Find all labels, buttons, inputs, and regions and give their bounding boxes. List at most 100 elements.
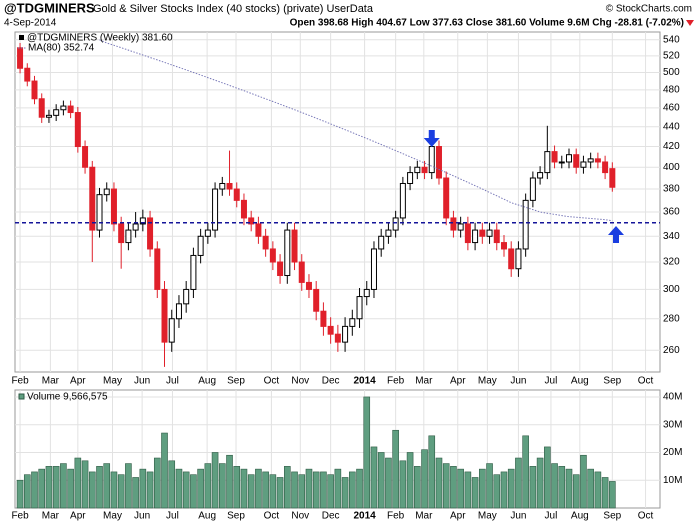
candle-body: [175, 303, 182, 320]
volume-bar: [601, 477, 609, 509]
x-tick-label: Mar: [415, 511, 433, 522]
y-tick-label: 320: [663, 257, 680, 268]
volume-bar: [52, 466, 60, 509]
volume-bar: [284, 466, 291, 509]
candle-body: [291, 229, 298, 263]
volume-bar: [609, 481, 616, 509]
x-tick-label: Nov: [291, 376, 309, 387]
candle-body: [277, 261, 284, 277]
candle-body: [74, 112, 81, 148]
candle-body: [435, 146, 442, 179]
volume-bar: [529, 466, 537, 509]
y-tick-label: 280: [663, 313, 680, 324]
volume-bar: [175, 468, 183, 509]
volume-bar: [536, 457, 544, 509]
x-tick-label: May: [103, 376, 122, 387]
candle-body: [472, 229, 479, 244]
candle-body: [587, 158, 594, 163]
volume-bar: [377, 452, 385, 509]
candle-body: [363, 288, 370, 298]
volume-bar: [464, 471, 472, 509]
candle-body: [262, 235, 269, 250]
volume-bar: [565, 468, 573, 509]
candle-body: [183, 288, 190, 305]
candle-body: [60, 105, 67, 111]
candle-body: [298, 261, 305, 283]
volume-bar: [572, 474, 580, 509]
x-tick-label: Mar: [42, 376, 60, 387]
candle-body: [31, 80, 38, 100]
y-tick-label: 20M: [663, 447, 682, 458]
candle-body: [414, 166, 421, 174]
candle-body: [212, 188, 219, 231]
x-tick-label: Sep: [227, 511, 245, 522]
x-tick-label: Jun: [134, 511, 150, 522]
candle-body: [161, 288, 168, 343]
x-tick-label: Nov: [291, 511, 309, 522]
volume-bar: [312, 471, 320, 509]
volume-bar: [414, 466, 421, 509]
candle-body: [248, 217, 255, 225]
x-tick-label: Mar: [42, 511, 60, 522]
volume-bar: [240, 468, 248, 509]
x-tick-label: Sep: [603, 376, 621, 387]
price-panel: [14, 31, 661, 373]
candle-body: [573, 154, 580, 168]
ticker: @TDGMINERS: [4, 0, 95, 15]
candle-body: [103, 188, 110, 196]
volume-bar: [96, 466, 103, 509]
date: 4-Sep-2014: [4, 18, 57, 29]
volume-bar: [88, 471, 96, 509]
moving-average: [99, 39, 613, 222]
volume-bar: [255, 468, 262, 509]
candle-body: [269, 248, 276, 263]
volume-bar: [197, 468, 204, 509]
volume-bar: [594, 471, 602, 509]
y-tick-label: 440: [663, 121, 680, 132]
volume-bar: [168, 460, 176, 509]
volume-bar: [81, 460, 89, 509]
volume-bar: [392, 429, 399, 509]
volume-bar: [60, 463, 67, 509]
candle-body: [544, 151, 551, 174]
candle-body: [327, 325, 334, 335]
volume-bar: [515, 457, 522, 509]
legend-entry: MA(80) 352.74: [28, 43, 95, 54]
volume-bar: [587, 468, 594, 509]
volume-bar: [74, 457, 82, 509]
candle-body: [558, 161, 565, 164]
y-tick-label: 480: [663, 84, 680, 95]
candle-body: [551, 151, 558, 163]
candle-body: [342, 325, 349, 343]
x-tick-label: Jun: [510, 376, 526, 387]
volume-bar: [16, 479, 24, 509]
volume-bar: [580, 454, 587, 509]
y-tick-label: 360: [663, 207, 680, 218]
x-tick-label: Feb: [387, 376, 405, 387]
candle-body: [67, 105, 74, 114]
candle-body: [392, 217, 399, 231]
x-tick-label: Aug: [198, 376, 216, 387]
x-tick-label: May: [103, 511, 122, 522]
volume-bar: [457, 468, 464, 509]
candle-body: [320, 310, 327, 327]
volume-bar: [110, 471, 118, 509]
volume-bar: [471, 477, 479, 509]
candle-body: [457, 223, 464, 231]
candle-body: [110, 188, 117, 225]
candle-body: [24, 67, 31, 82]
candle-body: [565, 154, 572, 163]
x-tick-label: Feb: [387, 511, 405, 522]
volume-bar: [211, 452, 219, 509]
x-tick-label: Jul: [166, 511, 179, 522]
volume-bar: [356, 468, 363, 509]
volume-bar: [117, 474, 125, 509]
candle-body: [255, 223, 262, 237]
volume-bar: [406, 452, 414, 509]
volume-bar: [349, 471, 356, 509]
x-tick-label: Jul: [545, 511, 558, 522]
volume-bar: [479, 468, 486, 509]
legend-swatch: [18, 393, 25, 400]
x-tick-label: Sep: [603, 511, 621, 522]
candle-body: [594, 158, 601, 163]
